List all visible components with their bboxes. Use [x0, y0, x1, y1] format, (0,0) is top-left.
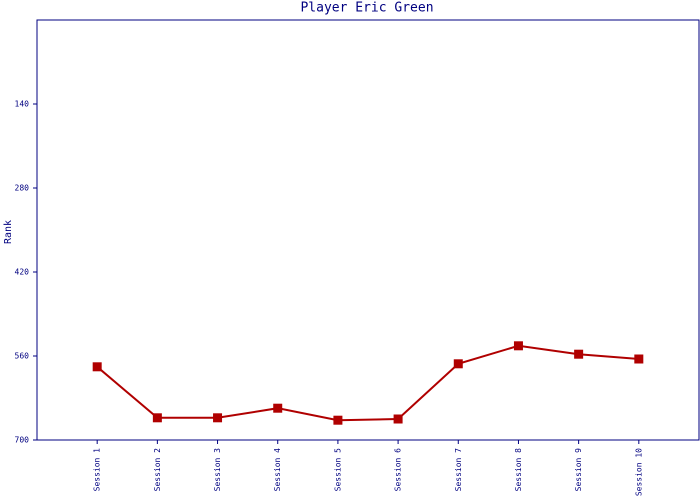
chart-title: Player Eric Green: [300, 1, 433, 16]
x-tick-label: Session 4: [273, 448, 282, 492]
x-tick-label: Session 7: [454, 448, 463, 492]
x-tick-label: Session 9: [574, 448, 583, 492]
x-tick-label: Session 3: [213, 448, 222, 492]
marker: [152, 413, 162, 423]
x-tick-label: Session 2: [153, 448, 162, 492]
x-tick-label: Session 1: [93, 448, 102, 492]
marker: [273, 403, 283, 413]
x-tick-label: Session 10: [634, 448, 643, 496]
series-line: [96, 344, 639, 422]
y-axis-label: Rank: [3, 220, 14, 244]
x-tick-label: Session 6: [394, 448, 403, 492]
marker: [92, 362, 102, 372]
marker: [333, 415, 343, 425]
y-tick-label: 560: [15, 352, 30, 361]
marker: [574, 349, 584, 359]
marker: [634, 354, 644, 364]
marker: [393, 414, 403, 424]
plot-frame: [36, 19, 700, 441]
marker: [513, 341, 523, 351]
y-tick-label: 420: [15, 268, 30, 277]
y-tick-label: 140: [15, 100, 30, 109]
x-tick-label: Session 8: [514, 448, 523, 492]
marker: [213, 413, 223, 423]
marker: [453, 359, 463, 369]
x-tick-label: Session 5: [333, 448, 342, 492]
y-tick-label: 280: [15, 184, 30, 193]
y-tick-label: 700: [15, 436, 30, 445]
